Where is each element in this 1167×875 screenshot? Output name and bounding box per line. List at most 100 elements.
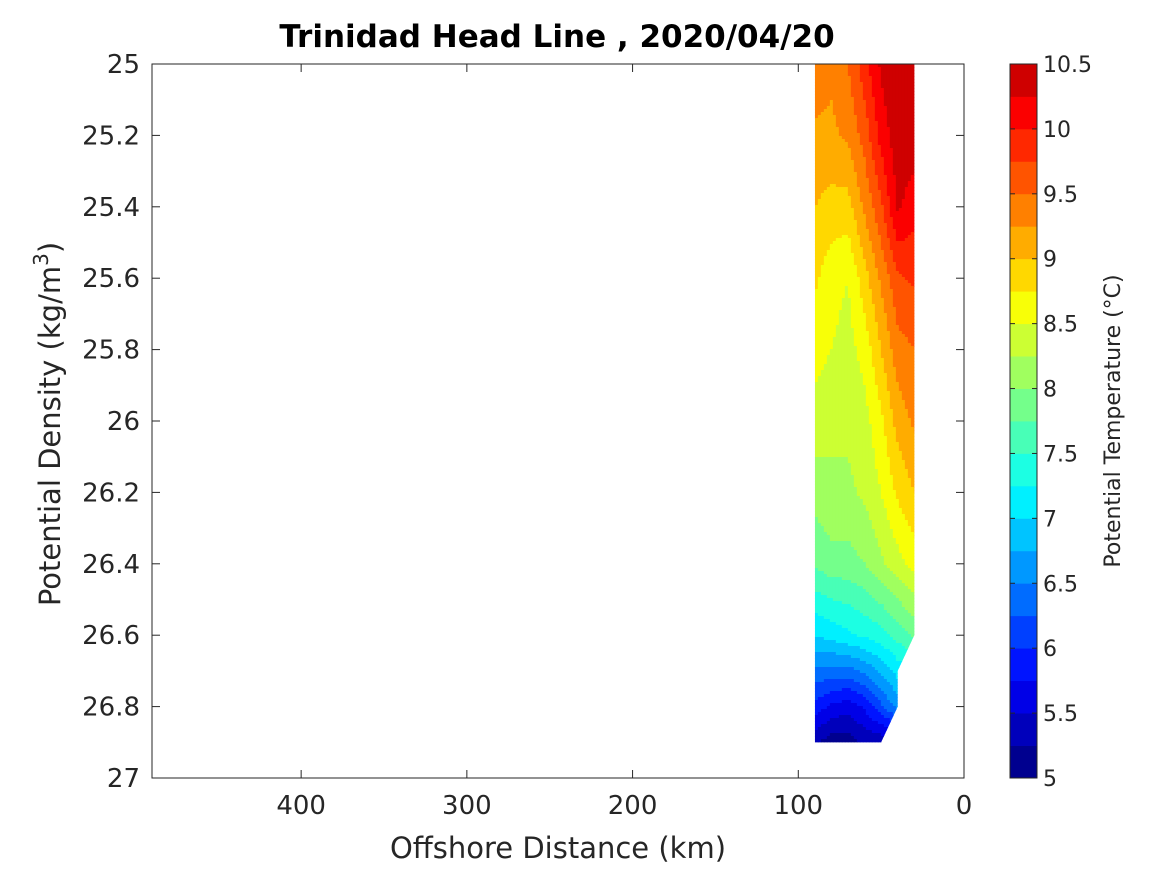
contour-cell xyxy=(895,457,900,461)
contour-cell xyxy=(829,322,834,326)
contour-cell xyxy=(814,106,819,110)
contour-cell xyxy=(841,283,846,287)
contour-cell xyxy=(829,418,834,422)
contour-cell xyxy=(898,427,903,431)
contour-cell xyxy=(898,301,903,305)
contour-cell xyxy=(877,436,882,440)
contour-cell xyxy=(823,277,828,281)
contour-cell xyxy=(871,361,876,365)
contour-cell xyxy=(829,145,834,149)
contour-cell xyxy=(829,283,834,287)
contour-cell xyxy=(886,247,891,251)
contour-cell xyxy=(871,394,876,398)
contour-cell xyxy=(883,157,888,161)
contour-cell xyxy=(838,82,843,86)
contour-cell xyxy=(832,286,837,290)
contour-cell xyxy=(904,238,909,242)
contour-cell xyxy=(910,184,915,188)
contour-cell xyxy=(886,121,891,125)
contour-cell xyxy=(910,109,915,113)
contour-cell xyxy=(883,493,888,497)
contour-cell xyxy=(850,118,855,122)
contour-cell xyxy=(907,259,912,263)
contour-cell xyxy=(901,433,906,437)
contour-cell xyxy=(847,115,852,119)
contour-cell xyxy=(910,280,915,284)
contour-cell xyxy=(853,202,858,206)
contour-cell xyxy=(868,196,873,200)
contour-cell xyxy=(862,247,867,251)
contour-cell xyxy=(901,70,906,74)
contour-cell xyxy=(841,388,846,392)
contour-cell xyxy=(817,208,822,212)
contour-cell xyxy=(904,310,909,314)
contour-cell xyxy=(853,178,858,182)
contour-cell xyxy=(892,277,897,281)
contour-cell xyxy=(910,382,915,386)
contour-cell xyxy=(853,262,858,266)
contour-cell xyxy=(886,358,891,362)
contour-cell xyxy=(868,406,873,410)
contour-cell xyxy=(889,487,894,491)
contour-cell xyxy=(898,373,903,377)
contour-cell xyxy=(895,193,900,197)
contour-cell xyxy=(832,361,837,365)
contour-cell xyxy=(889,232,894,236)
contour-cell xyxy=(889,460,894,464)
contour-cell xyxy=(874,109,879,113)
contour-cell xyxy=(829,112,834,116)
contour-cell xyxy=(880,376,885,380)
contour-cell xyxy=(883,481,888,485)
contour-cell xyxy=(910,91,915,95)
contour-cell xyxy=(874,148,879,152)
contour-cell xyxy=(868,367,873,371)
contour-cell xyxy=(913,205,915,209)
contour-cell xyxy=(871,439,876,443)
contour-cell xyxy=(850,217,855,221)
contour-cell xyxy=(859,463,864,467)
contour-cell xyxy=(841,442,846,446)
contour-cell xyxy=(814,97,819,101)
contour-cell xyxy=(907,313,912,317)
contour-cell xyxy=(874,163,879,167)
contour-cell xyxy=(865,181,870,185)
contour-cell xyxy=(901,124,906,128)
contour-cell xyxy=(889,94,894,98)
contour-cell xyxy=(853,493,858,497)
contour-cell xyxy=(889,442,894,446)
contour-cell xyxy=(832,289,837,293)
contour-cell xyxy=(877,319,882,323)
contour-cell xyxy=(904,202,909,206)
contour-cell xyxy=(820,178,825,182)
contour-cell xyxy=(880,121,885,125)
contour-cell xyxy=(877,157,882,161)
contour-cell xyxy=(829,136,834,140)
contour-cell xyxy=(901,292,906,296)
contour-cell xyxy=(880,232,885,236)
contour-cell xyxy=(832,460,837,464)
contour-cell xyxy=(838,280,843,284)
contour-cell xyxy=(910,202,915,206)
contour-cell xyxy=(841,256,846,260)
contour-cell xyxy=(889,130,894,134)
contour-cell xyxy=(850,400,855,404)
contour-cell xyxy=(883,304,888,308)
contour-cell xyxy=(814,307,819,311)
contour-cell xyxy=(898,97,903,101)
contour-cell xyxy=(868,478,873,482)
contour-cell xyxy=(892,199,897,203)
contour-cell xyxy=(820,64,825,68)
contour-cell xyxy=(859,343,864,347)
contour-cell xyxy=(820,253,825,257)
contour-cell xyxy=(898,223,903,227)
contour-cell xyxy=(856,328,861,332)
contour-cell xyxy=(910,349,915,353)
contour-cell xyxy=(859,403,864,407)
contour-cell xyxy=(868,202,873,206)
contour-cell xyxy=(877,493,882,497)
contour-cell xyxy=(862,64,867,68)
contour-cell xyxy=(886,202,891,206)
contour-cell xyxy=(829,268,834,272)
contour-cell xyxy=(868,70,873,74)
contour-cell xyxy=(910,472,915,476)
